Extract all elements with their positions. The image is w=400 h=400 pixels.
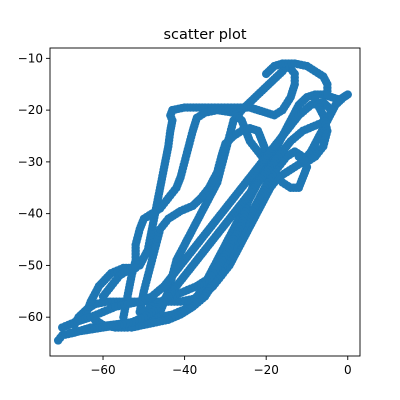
axes-layer: −60 −40 −20 0 −60 −50 −40 −30 −20 −10 xyxy=(18,47,361,377)
chart-title: scatter plot xyxy=(163,27,246,43)
x-tick-label: −20 xyxy=(254,363,279,377)
y-tick-label: −10 xyxy=(18,51,43,65)
x-tick-label: 0 xyxy=(344,363,352,377)
y-tick-label: −30 xyxy=(18,155,43,169)
y-tick-label: −60 xyxy=(18,310,43,324)
points-layer xyxy=(53,59,352,345)
data-point xyxy=(131,263,140,273)
data-point xyxy=(323,90,332,99)
data-point xyxy=(66,328,75,337)
y-tick-label: −40 xyxy=(18,207,43,221)
x-tick-label: −40 xyxy=(172,363,197,377)
plot-frame xyxy=(49,47,361,357)
y-tick-label: −20 xyxy=(18,103,43,117)
x-tick-label: −60 xyxy=(90,363,115,377)
y-tick-label: −50 xyxy=(18,258,43,272)
data-point xyxy=(294,152,304,161)
